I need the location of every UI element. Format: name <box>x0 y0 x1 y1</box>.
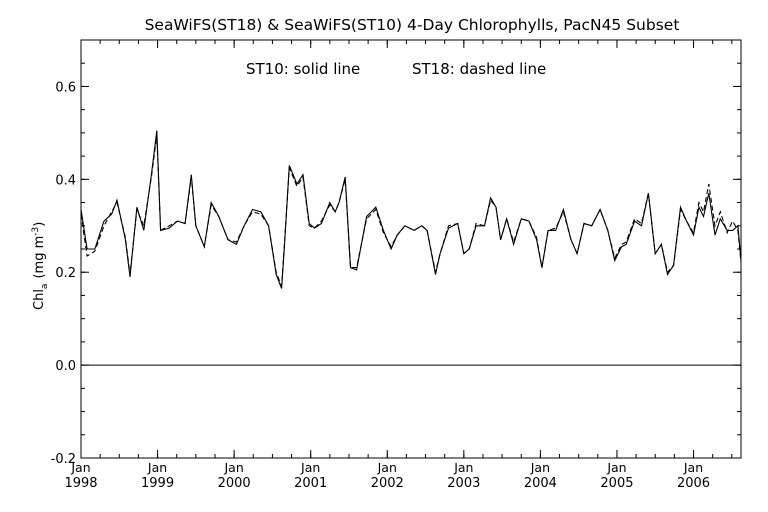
x-tick-month: Jan <box>300 460 320 475</box>
y-tick-label: 0.0 <box>55 359 76 374</box>
y-axis-label-units: (mg m <box>32 236 47 279</box>
y-axis-label-exp: -3 <box>31 227 41 236</box>
y-tick-label: 0.4 <box>55 173 76 188</box>
x-tick-month: Jan <box>683 460 703 475</box>
x-tick-year: 2002 <box>371 476 404 491</box>
plot-area <box>80 130 742 366</box>
x-tick-year: 2004 <box>524 476 557 491</box>
x-tick-month: Jan <box>606 460 626 475</box>
x-tick-month: Jan <box>223 460 243 475</box>
x-tick-month: Jan <box>377 460 397 475</box>
x-tick-month: Jan <box>530 460 550 475</box>
x-tick-month: Jan <box>70 460 90 475</box>
annotation-st10: ST10: solid line <box>246 60 360 78</box>
x-tick-year: 2006 <box>677 476 710 491</box>
x-tick-year: 2005 <box>600 476 633 491</box>
x-tick-month: Jan <box>147 460 167 475</box>
svg-text:Chla(mg m-3): Chla (mg m-3) <box>31 222 50 310</box>
y-axis-label-main: Chl <box>32 289 47 310</box>
x-tick-year: 1998 <box>64 476 97 491</box>
x-tick-year: 2000 <box>218 476 251 491</box>
y-tick-label: 0.2 <box>55 266 76 281</box>
y-axis-label-close: ) <box>32 222 47 227</box>
x-tick-month: Jan <box>453 460 473 475</box>
series-line-st18 <box>80 135 742 287</box>
y-tick-label: -0.2 <box>51 452 76 467</box>
axes: -0.20.00.20.40.6Jan1998Jan1999Jan2000Jan… <box>51 39 741 491</box>
annotation-st18: ST18: dashed line <box>412 60 546 78</box>
x-tick-year: 2003 <box>447 476 480 491</box>
y-tick-label: 0.6 <box>55 80 76 95</box>
y-axis-label: Chla (mg m-3) <box>31 222 50 310</box>
chart-title: SeaWiFS(ST18) & SeaWiFS(ST10) 4-Day Chlo… <box>145 16 680 34</box>
x-tick-year: 1999 <box>141 476 174 491</box>
x-tick-year: 2001 <box>294 476 327 491</box>
plot-frame <box>80 39 742 459</box>
y-axis-label-sub: a <box>40 284 50 290</box>
